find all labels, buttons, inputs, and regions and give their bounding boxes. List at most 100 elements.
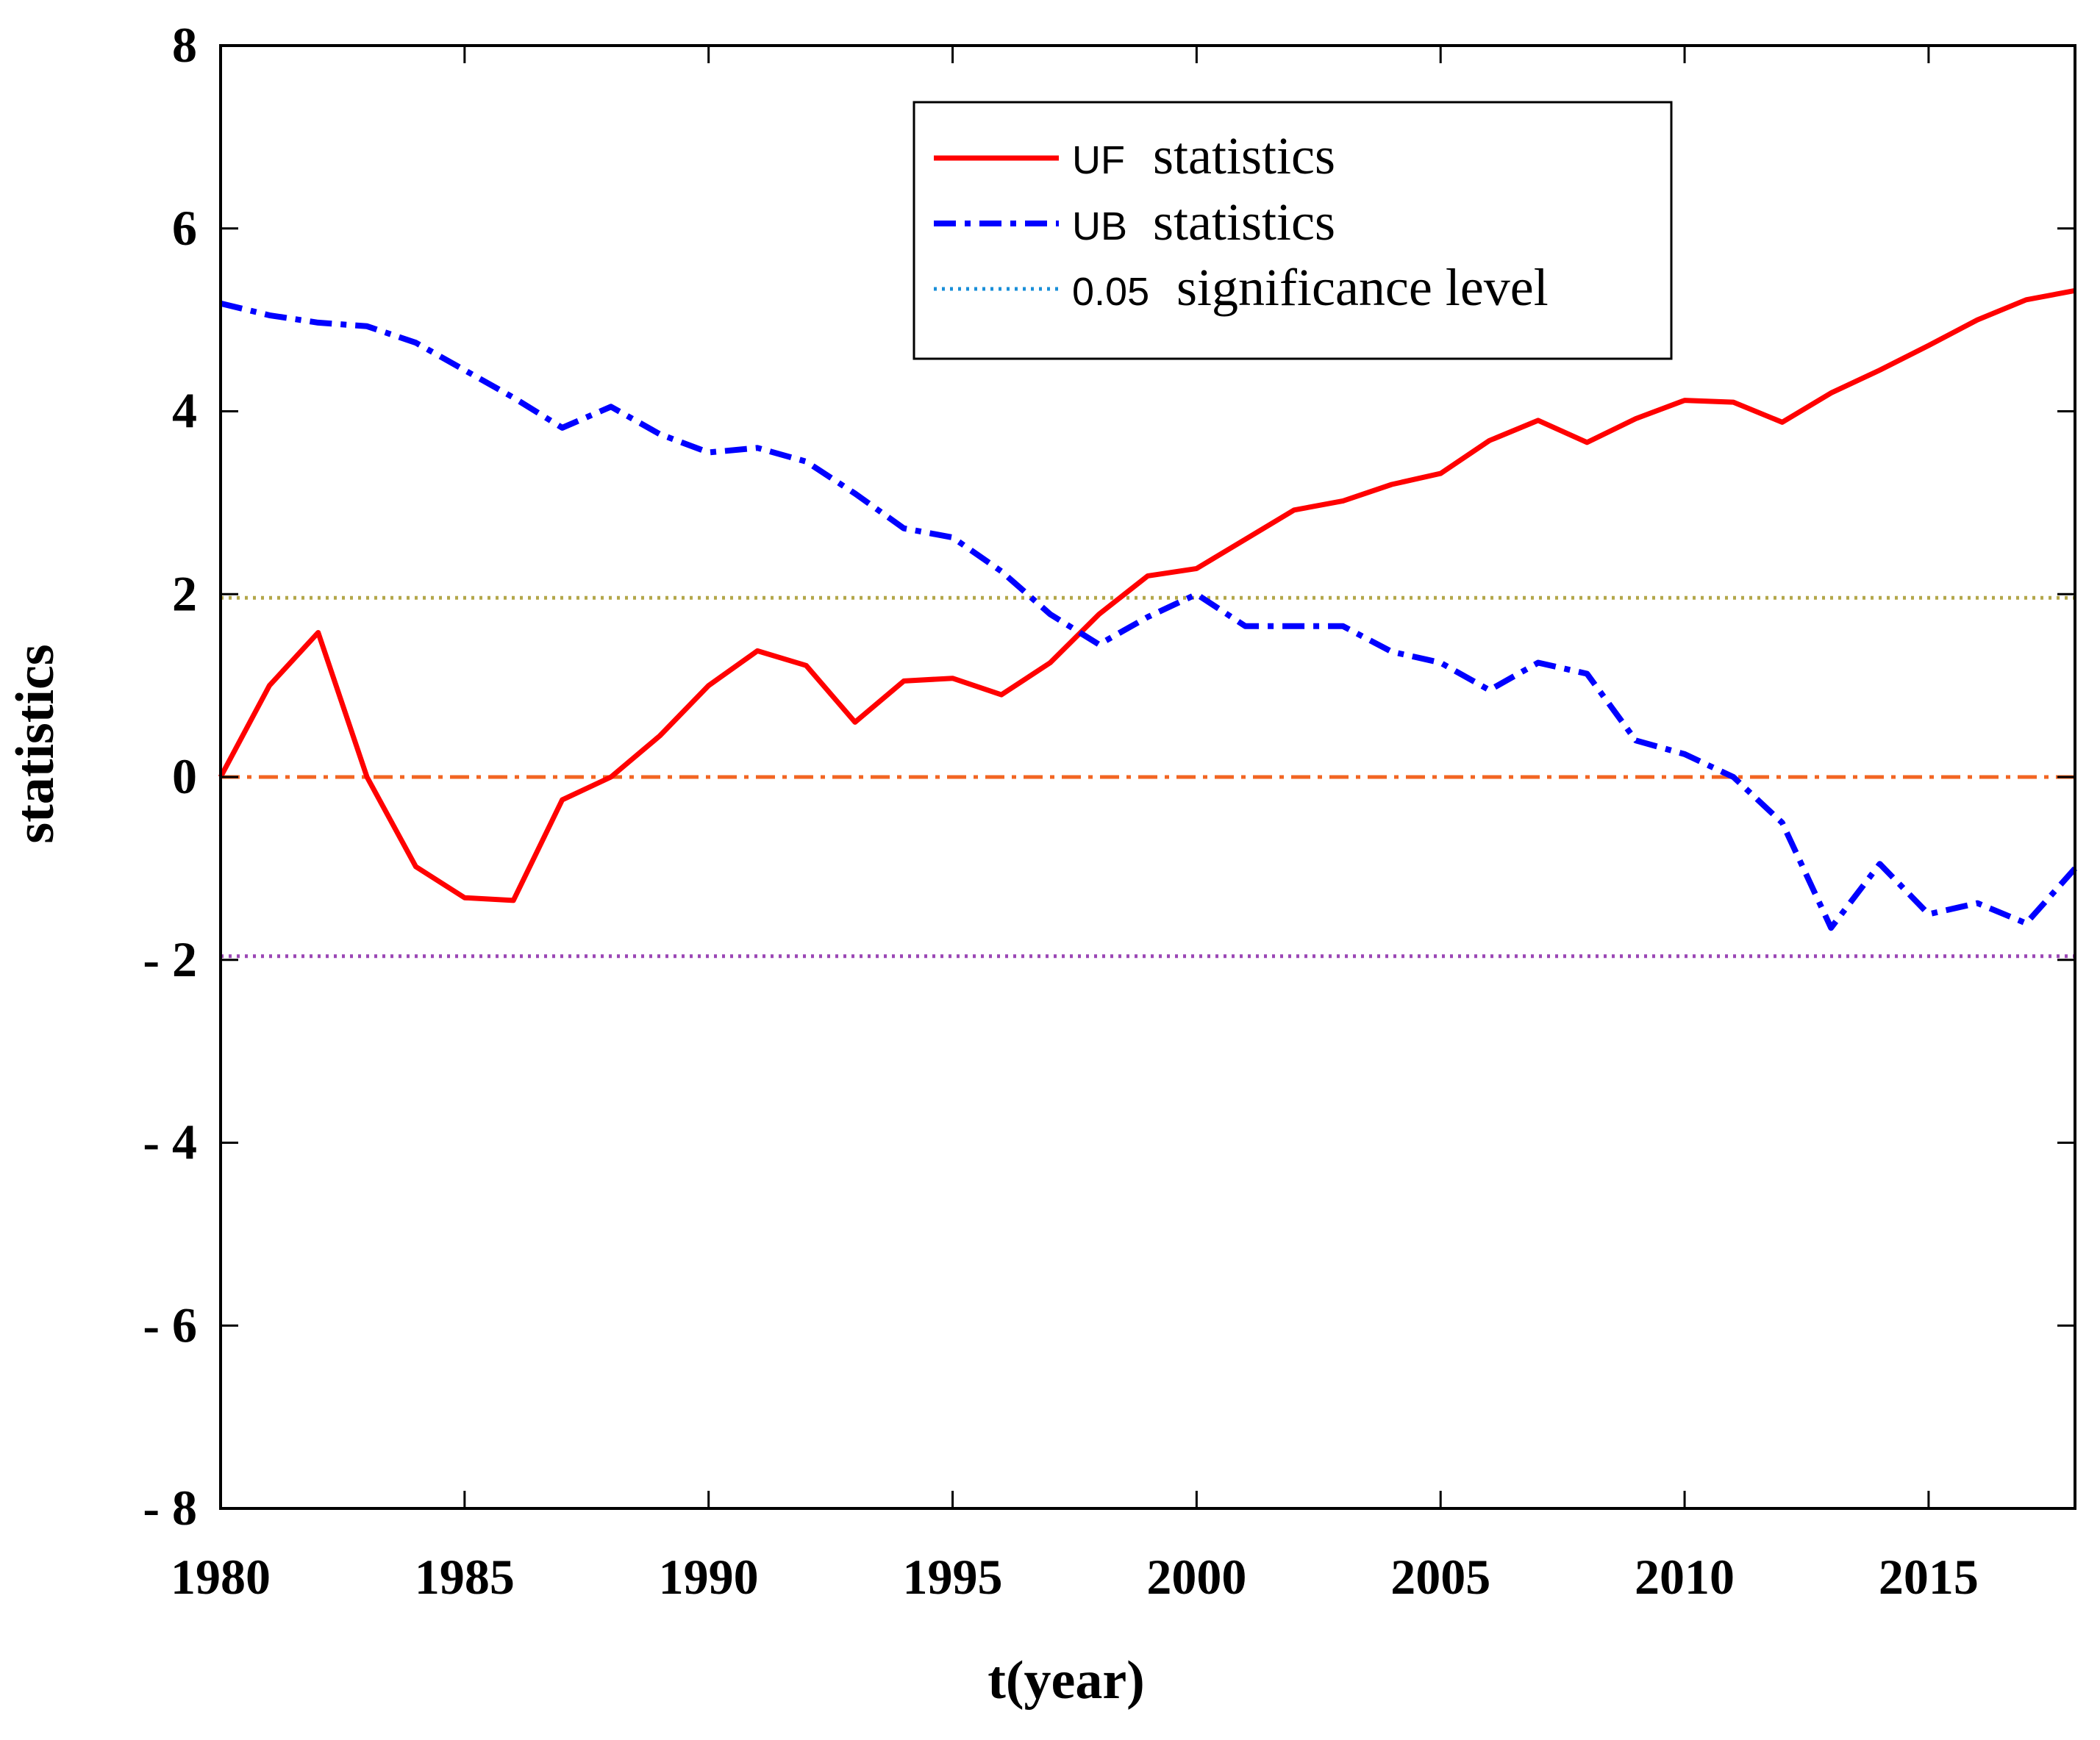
- reference-lines: [221, 595, 2075, 959]
- legend-label-significance: significance level: [1176, 258, 1549, 317]
- data-point-ub-1994: [902, 527, 905, 530]
- data-point-ub-2012: [1781, 821, 1784, 824]
- data-point-ub-2002: [1293, 625, 1296, 628]
- data-point-ub-2014: [1879, 862, 1882, 865]
- data-point-ub-1981: [268, 314, 271, 317]
- data-point-uf-1992: [804, 664, 807, 667]
- data-point-uf-1996: [1000, 693, 1003, 696]
- x-tick-labels: 1980 1985 1990 1995 2000 2005 2010 2015: [171, 1549, 1979, 1605]
- data-point-uf-2005: [1439, 472, 1442, 475]
- data-point-ub-2010: [1683, 753, 1686, 756]
- y-axis-title: statistics: [5, 644, 65, 843]
- data-point-ub-2007: [1537, 662, 1540, 665]
- data-point-uf-1993: [854, 720, 857, 723]
- x-tick-label: 2005: [1390, 1549, 1490, 1605]
- x-tick-label: 2010: [1635, 1549, 1735, 1605]
- data-point-ub-2003: [1341, 625, 1344, 628]
- legend-code-significance: 0.05: [1072, 270, 1149, 314]
- data-point-ub-2015: [1927, 913, 1930, 916]
- data-point-ub-1996: [1000, 570, 1003, 573]
- data-point-ub-1997: [1049, 613, 1051, 616]
- data-point-ub-1998: [1098, 643, 1101, 646]
- data-point-uf-2009: [1635, 417, 1638, 420]
- data-point-ub-1987: [561, 426, 564, 429]
- data-point-ub-2000: [1195, 592, 1198, 595]
- data-point-uf-1988: [610, 776, 612, 778]
- data-point-uf-1990: [707, 684, 710, 687]
- data-point-uf-2003: [1341, 499, 1344, 502]
- data-point-ub-1993: [854, 492, 857, 495]
- data-point-uf-2016: [1976, 318, 1979, 321]
- data-point-ub-1982: [317, 321, 320, 324]
- y-tick-label: - 2: [143, 931, 197, 987]
- data-point-ub-1985: [463, 369, 466, 372]
- data-point-uf-2000: [1195, 567, 1198, 570]
- y-tick-label: - 8: [143, 1480, 197, 1536]
- data-point-ub-2008: [1585, 672, 1588, 675]
- data-point-uf-1982: [317, 631, 320, 634]
- data-point-uf-1986: [512, 899, 515, 902]
- data-point-ub-2009: [1635, 739, 1638, 742]
- data-point-ub-2016: [1976, 902, 1979, 905]
- legend-box: [913, 101, 1673, 360]
- data-point-uf-1994: [902, 679, 905, 682]
- data-point-ub-2017: [2025, 922, 2028, 925]
- data-point-uf-2012: [1781, 420, 1784, 423]
- data-point-uf-1981: [268, 684, 271, 687]
- data-point-uf-1983: [365, 776, 368, 778]
- data-point-uf-1987: [561, 798, 564, 801]
- data-point-ub-1986: [512, 396, 515, 399]
- x-axis-title: t(year): [988, 1650, 1145, 1711]
- x-tick-label: 1980: [171, 1549, 271, 1605]
- legend-label-ub: statistics: [1153, 193, 1335, 251]
- data-point-uf-2013: [1829, 392, 1832, 395]
- x-tick-label: 2000: [1146, 1549, 1246, 1605]
- data-point-uf-1997: [1049, 662, 1051, 665]
- data-point-uf-2002: [1293, 509, 1296, 512]
- data-point-ub-1995: [951, 536, 954, 539]
- x-tick-label: 2015: [1879, 1549, 1979, 1605]
- data-point-uf-2010: [1683, 399, 1686, 402]
- data-point-ub-1999: [1146, 615, 1149, 618]
- data-point-ub-1992: [804, 460, 807, 463]
- series-line-ub: [220, 300, 2077, 931]
- data-point-uf-1984: [414, 865, 417, 868]
- y-tick-labels: 8 6 4 2 0 - 2 - 4 - 6 - 8: [143, 17, 197, 1536]
- series-lines: [218, 287, 2077, 931]
- legend-label-uf: statistics: [1153, 126, 1335, 185]
- data-point-ub-1990: [707, 451, 710, 454]
- data-point-uf-2008: [1585, 441, 1588, 444]
- data-point-uf-2006: [1488, 439, 1491, 442]
- y-tick-label: 2: [172, 565, 197, 621]
- data-point-uf-1998: [1098, 613, 1101, 616]
- y-tick-label: - 4: [143, 1114, 197, 1170]
- data-point-ub-2004: [1390, 651, 1393, 654]
- x-tick-label: 1990: [659, 1549, 759, 1605]
- y-tick-label: - 6: [143, 1297, 197, 1353]
- series-line-uf: [218, 287, 2076, 903]
- data-point-uf-2001: [1244, 538, 1247, 541]
- x-tick-label: 1985: [415, 1549, 515, 1605]
- legend-code-uf: UF: [1072, 138, 1125, 182]
- data-point-ub-2013: [1829, 926, 1832, 929]
- y-tick-label: 4: [172, 383, 197, 439]
- axis-ticks: [219, 44, 2075, 1510]
- data-point-ub-1983: [365, 325, 368, 328]
- data-point-ub-1991: [756, 446, 759, 449]
- data-point-uf-1999: [1146, 574, 1149, 577]
- data-point-uf-1995: [951, 677, 954, 680]
- data-point-ub-2006: [1488, 689, 1491, 692]
- data-point-ub-1988: [610, 405, 612, 408]
- data-point-uf-1989: [658, 734, 661, 737]
- data-point-ub-2005: [1439, 662, 1442, 665]
- data-point-ub-1989: [658, 433, 661, 436]
- data-point-uf-2007: [1537, 419, 1540, 422]
- x-tick-label: 1995: [903, 1549, 1003, 1605]
- legend: UF statistics UB statistics 0.05 signifi…: [913, 101, 1673, 360]
- y-tick-label: 0: [172, 748, 197, 804]
- data-point-uf-2017: [2025, 298, 2028, 301]
- y-tick-label: 8: [172, 17, 197, 73]
- data-point-uf-1985: [463, 896, 466, 899]
- data-point-uf-2014: [1879, 369, 1882, 372]
